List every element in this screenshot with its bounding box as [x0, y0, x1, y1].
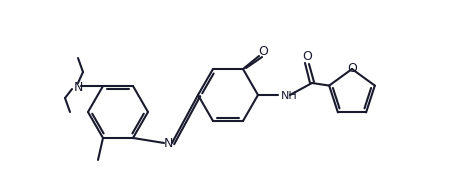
Text: O: O [302, 51, 312, 64]
Text: N: N [73, 81, 83, 94]
Text: NH: NH [281, 91, 298, 101]
Text: O: O [347, 61, 357, 74]
Text: O: O [258, 44, 268, 58]
Text: N: N [163, 137, 173, 151]
